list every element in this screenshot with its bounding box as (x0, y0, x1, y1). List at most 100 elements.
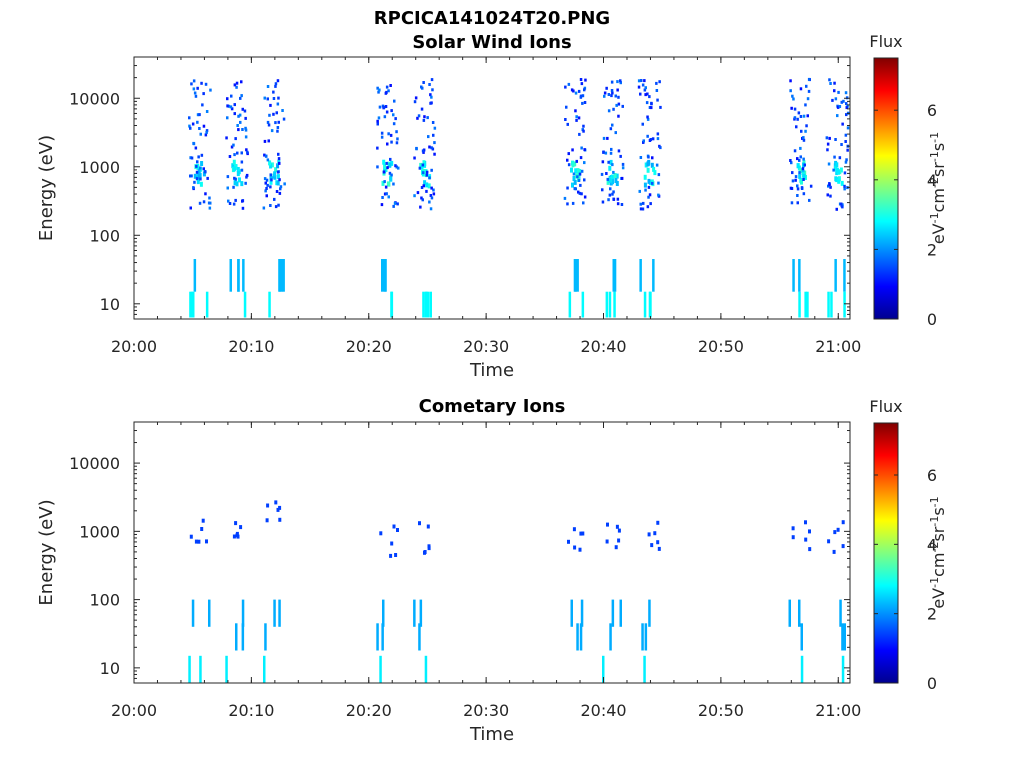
flux-cell (264, 154, 268, 158)
flux-cell (580, 82, 584, 86)
flux-cell (433, 152, 436, 156)
flux-cell (805, 124, 808, 128)
flux-cell (376, 119, 379, 123)
flux-cell (809, 184, 813, 188)
flux-cell (574, 109, 577, 113)
x-axis-label: Time (469, 360, 514, 381)
flux-cell (647, 185, 651, 189)
flux-cell (577, 179, 581, 182)
flux-cell (195, 170, 199, 174)
flux-cell (265, 194, 268, 198)
y-tick-label: 10 (100, 659, 120, 678)
flux-cell (274, 84, 277, 88)
flux-cell (390, 140, 393, 144)
flux-cell (389, 84, 392, 87)
flux-cell (275, 190, 279, 193)
flux-cell (395, 130, 398, 134)
flux-cell (806, 114, 809, 118)
flux-cell (277, 203, 280, 207)
flux-cell (432, 133, 435, 137)
flux-cell (652, 259, 655, 292)
flux-cell (188, 116, 191, 120)
flux-cell (429, 101, 432, 105)
flux-cell (226, 104, 229, 108)
flux-cell (274, 205, 278, 209)
flux-cell (232, 202, 236, 206)
flux-cell (382, 599, 385, 627)
flux-cell (649, 202, 652, 206)
flux-cell (430, 168, 433, 172)
flux-cell (643, 174, 647, 180)
flux-cell (421, 163, 425, 167)
flux-cell (232, 185, 235, 189)
flux-cell (414, 96, 418, 100)
flux-cell (609, 127, 613, 131)
flux-cell (840, 202, 843, 206)
flux-cell (230, 145, 234, 149)
flux-cell (641, 83, 645, 87)
flux-cell (573, 259, 577, 292)
flux-cell (572, 172, 576, 176)
flux-cell (833, 89, 836, 93)
flux-cell (189, 206, 192, 210)
flux-cell (601, 188, 604, 192)
flux-cell (265, 178, 269, 182)
flux-cell (228, 155, 232, 158)
flux-cell (269, 173, 272, 177)
flux-cell (202, 92, 205, 96)
flux-cell (204, 133, 208, 137)
flux-cell (388, 171, 392, 175)
flux-cell (578, 191, 582, 195)
flux-cell (607, 109, 611, 113)
flux-cell (415, 147, 418, 151)
flux-cell (835, 167, 839, 173)
flux-cell (791, 526, 795, 531)
axes-frame (133, 421, 851, 684)
flux-cell (237, 259, 240, 292)
flux-cell (189, 126, 192, 130)
flux-cell (610, 80, 614, 84)
flux-cell (608, 193, 612, 197)
flux-cell (582, 129, 585, 133)
flux-cell (278, 517, 282, 522)
flux-cell (610, 147, 613, 151)
flux-cell (644, 623, 648, 651)
x-tick-label: 21:00 (815, 337, 861, 356)
x-tick-label: 20:10 (228, 701, 274, 720)
flux-cell (647, 195, 650, 199)
flux-cell (228, 202, 232, 205)
flux-cell (845, 102, 848, 106)
flux-cell (233, 153, 236, 157)
flux-cell (429, 194, 433, 197)
plot-area (134, 57, 850, 319)
flux-cell (268, 160, 272, 166)
flux-cell (575, 115, 578, 119)
y-tick-label: 100 (89, 226, 120, 245)
flux-cell (615, 103, 618, 107)
flux-cell (806, 291, 809, 318)
flux-cell (637, 79, 641, 83)
flux-cell (837, 178, 841, 184)
flux-cell (278, 259, 282, 292)
flux-cell (386, 142, 389, 146)
flux-cell (380, 131, 384, 135)
flux-cell (237, 114, 240, 118)
flux-cell (642, 139, 645, 143)
x-tick-label: 20:00 (111, 337, 157, 356)
flux-cell (430, 146, 433, 150)
flux-cell (428, 145, 431, 149)
flux-cell (277, 120, 280, 124)
flux-cell (644, 162, 648, 168)
flux-cell (657, 546, 661, 551)
flux-cell (840, 143, 843, 146)
flux-cell (648, 291, 652, 318)
flux-cell (799, 87, 803, 91)
flux-cell (235, 181, 239, 187)
flux-cell (273, 197, 276, 201)
flux-cell (393, 99, 396, 103)
flux-cell (390, 173, 393, 177)
flux-cell (607, 93, 611, 96)
flux-cell (657, 173, 661, 177)
flux-cell (266, 503, 270, 508)
flux-cell (571, 148, 574, 152)
